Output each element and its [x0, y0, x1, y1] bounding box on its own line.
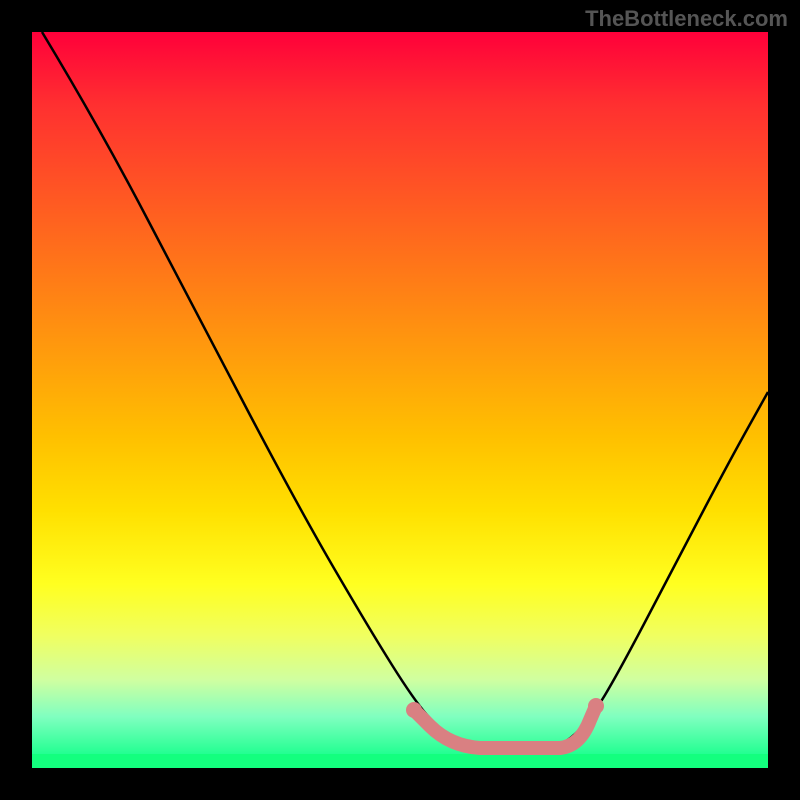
- watermark-text: TheBottleneck.com: [585, 6, 788, 32]
- chart-container: TheBottleneck.com: [0, 0, 800, 800]
- plot-gradient-area: [32, 32, 768, 768]
- bottom-green-strip: [32, 754, 768, 768]
